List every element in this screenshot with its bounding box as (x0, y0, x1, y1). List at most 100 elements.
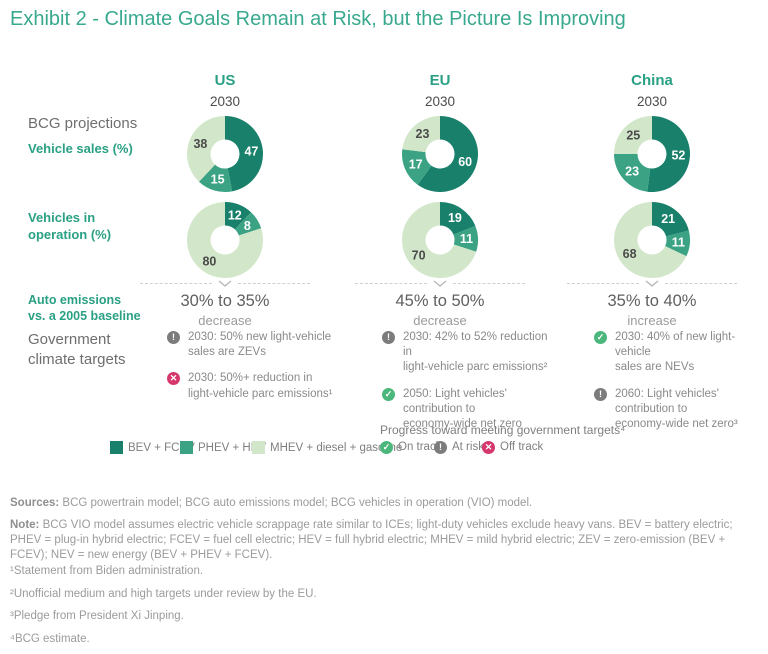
emissions-direction: decrease (198, 313, 252, 328)
row-label-vehicle-sales: Vehicle sales (%) (28, 141, 133, 156)
year-label: 2030 (209, 94, 241, 109)
target-item: ! 2030: 42% to 52% reduction in light-vehi… (382, 330, 550, 376)
donut-value-label: 68 (623, 247, 637, 261)
donut-segment (187, 116, 225, 182)
country-column-china: China 2030 52 23 25 21 11 68 35% to 40% incr… (542, 72, 762, 460)
donut-segment (234, 212, 262, 236)
exclamation-icon: ! (594, 387, 607, 401)
donut-value-label: 8 (244, 219, 251, 233)
donut-segment (198, 164, 233, 193)
donut-segment (186, 202, 263, 278)
country-header: US (214, 72, 236, 89)
donut-value-label: 70 (412, 249, 426, 263)
target-item: ✓ 2050: Light vehicles' contribution to eco… (382, 387, 550, 433)
check-icon: ✓ (382, 387, 395, 401)
chevron-down-icon (433, 280, 447, 287)
target-text: 2030: 42% to 52% reduction in light-vehic… (403, 331, 548, 374)
donut-value-label: 17 (409, 158, 423, 172)
donut-value-label: 11 (672, 236, 685, 250)
exhibit-title: Exhibit 2 - Climate Goals Remain at Risk… (10, 8, 626, 30)
emissions-range: 30% to 35% (180, 292, 270, 310)
phev-hev-swatch-icon (180, 441, 193, 454)
donut-segment (402, 116, 440, 153)
donut-value-label: 60 (458, 155, 472, 169)
donut-value-label: 23 (416, 127, 430, 141)
exclamation-icon: ! (434, 441, 447, 454)
donut-value-label: 25 (626, 128, 640, 142)
country-column-us: US 2030 47 15 38 12 8 80 30% to 35% decrease… (115, 72, 335, 460)
target-text: 2030: 50%+ reduction in light-vehicle par… (188, 372, 333, 400)
emissions-direction: decrease (413, 313, 467, 328)
check-icon: ✓ (380, 441, 393, 454)
emissions-direction: increase (627, 313, 677, 328)
target-text: 2060: Light vehicles' contribution to econ… (615, 387, 738, 430)
year-label: 2030 (424, 94, 456, 109)
emissions-divider (567, 280, 737, 287)
legend-item-at-risk: ! At risk (434, 440, 484, 454)
donut-segment (652, 202, 689, 237)
row-label-government-targets: Government climate targets (28, 331, 126, 369)
donut-segment (401, 202, 477, 278)
exclamation-icon: ! (382, 331, 395, 344)
target-item: ✓ 2030: 40% of new light-vehicle sales are… (594, 330, 762, 376)
footnotes: ¹Statement from Biden administration. ²U… (10, 564, 762, 654)
footnote-1: ¹Statement from Biden administration. (10, 565, 204, 577)
donut-value-label: 11 (460, 232, 473, 246)
target-item: ! 2030: 50% new light-vehicle sales are ZE… (167, 330, 335, 360)
vehicles-in-operation-donut-eu: 19 11 70 (400, 200, 480, 280)
year-label: 2030 (636, 94, 668, 109)
cross-icon: ✕ (167, 372, 180, 386)
country-header: China (631, 72, 673, 89)
row-label-bcg-projections: BCG projections (28, 115, 138, 132)
donut-segment (225, 202, 252, 230)
emissions-range: 35% to 40% (607, 292, 697, 310)
chevron-down-icon (645, 280, 659, 287)
donut-segment (614, 154, 651, 192)
vehicle-sales-donut-eu: 60 17 23 (400, 114, 480, 194)
note-text: Note: BCG VIO model assumes electric veh… (10, 519, 733, 562)
donut-segment (417, 116, 478, 192)
chevron-down-icon (218, 280, 232, 287)
target-item: ! 2060: Light vehicles' contribution to eco… (594, 387, 762, 433)
donut-value-label: 23 (625, 165, 639, 179)
target-item: ✕ 2030: 50%+ reduction in light-vehicle pa… (167, 371, 335, 401)
donut-segment (225, 116, 264, 192)
vehicles-in-operation-donut-china: 21 11 68 (612, 200, 692, 280)
vehicle-sales-donut-us: 47 15 38 (185, 114, 265, 194)
emissions-divider (355, 280, 525, 287)
exclamation-icon: ! (167, 331, 180, 344)
country-column-eu: EU 2030 60 17 23 19 11 70 45% to 50% decreas… (330, 72, 550, 460)
donut-value-label: 38 (193, 137, 207, 151)
donut-segment (402, 149, 432, 185)
government-targets-list: ! 2030: 42% to 52% reduction in light-vehi… (382, 330, 550, 443)
donut-value-label: 80 (202, 254, 216, 268)
footnote-3: ³Pledge from President Xi Jinping. (10, 610, 184, 623)
legend-item-mhev-diesel-gasoline: MHEV + diesel + gasoline (252, 441, 402, 454)
row-label-vehicles-in-operation: Vehicles in operation (%) (28, 210, 112, 242)
row-label-auto-emissions: Auto emissions vs. a 2005 baseline (28, 293, 141, 324)
donut-segment (647, 116, 691, 192)
vehicles-in-operation-donut-us: 12 8 80 (185, 200, 265, 280)
donut-value-label: 19 (448, 211, 462, 225)
donut-segment (614, 116, 652, 154)
target-text: 2030: 50% new light-vehicle sales are ZEV… (188, 331, 332, 359)
emissions-divider (140, 280, 310, 287)
emissions-range: 45% to 50% (395, 292, 485, 310)
donut-value-label: 12 (228, 208, 242, 222)
cross-icon: ✕ (482, 441, 495, 454)
government-targets-list: ✓ 2030: 40% of new light-vehicle sales are… (594, 330, 762, 443)
donut-value-label: 21 (661, 212, 675, 226)
donut-segment (613, 202, 687, 278)
legend-item-bev-fcev: BEV + FCEV (110, 441, 195, 454)
progress-legend-title: Progress toward meeting government targe… (380, 423, 626, 437)
check-icon: ✓ (594, 331, 607, 344)
target-text: 2030: 40% of new light-vehicle sales are … (615, 331, 736, 374)
donut-segment (453, 226, 478, 252)
donut-segment (440, 202, 476, 235)
government-targets-list: ! 2030: 50% new light-vehicle sales are ZE… (167, 330, 335, 413)
donut-value-label: 15 (211, 172, 225, 186)
vehicle-sales-donut-china: 52 23 25 (612, 114, 692, 194)
bev-fcev-swatch-icon (110, 441, 123, 454)
footnote-4: ⁴BCG estimate. (10, 633, 90, 646)
